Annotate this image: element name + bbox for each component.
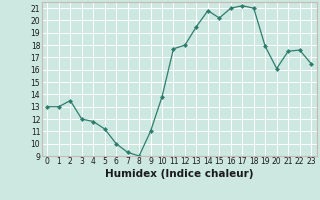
X-axis label: Humidex (Indice chaleur): Humidex (Indice chaleur) bbox=[105, 169, 253, 179]
